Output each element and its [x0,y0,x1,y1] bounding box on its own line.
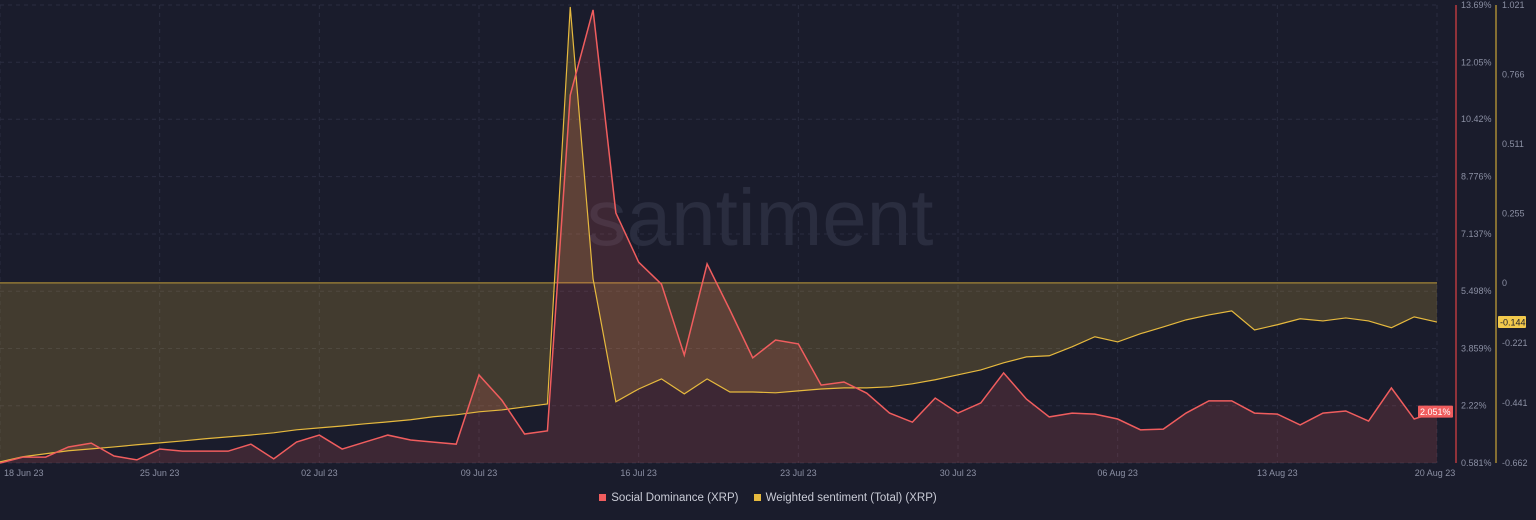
legend-label: Weighted sentiment (Total) (XRP) [765,492,937,504]
x-tick-label: 23 Jul 23 [780,468,817,478]
social-dominance-line [0,9,1438,464]
sentiment-last-value-badge [1498,316,1526,329]
social-dominance-area [0,9,1437,464]
x-tick-label: 02 Jul 23 [301,468,338,478]
y-tick-label-social-dominance: 12.05% [1461,57,1492,67]
y-tick-label-social-dominance: 3.859% [1461,343,1492,353]
y-tick-label-social-dominance: 8.776% [1461,172,1492,182]
x-tick-label: 09 Jul 23 [461,468,498,478]
y-tick-label-sentiment: 1.021 [1502,0,1525,10]
x-tick-label: 25 Jun 23 [140,468,180,478]
x-tick-label: 06 Aug 23 [1097,468,1138,478]
y-tick-label-sentiment: 0.511 [1502,139,1524,149]
legend-swatch [599,494,607,501]
sentiment-last-value: -0.144 [1500,318,1526,328]
sentiment-area [0,6,1437,462]
x-tick-label: 13 Aug 23 [1257,468,1298,478]
y-tick-label-social-dominance: 7.137% [1461,229,1492,239]
y-tick-label-social-dominance: 13.69% [1461,0,1492,10]
x-tick-label: 16 Jul 23 [620,468,657,478]
watermark: santiment [587,173,934,262]
y-tick-label-sentiment: 0.255 [1502,208,1525,218]
social-dominance-last-value: 2.051% [1420,407,1451,417]
legend-item-social-dominance[interactable]: Social Dominance (XRP) [599,492,738,504]
plot-area [0,6,1438,464]
legend-swatch [753,494,761,501]
legend-item-weighted-sentiment[interactable]: Weighted sentiment (Total) (XRP) [753,492,937,504]
sentiment-line [0,6,1438,463]
y-tick-label-sentiment: -0.221 [1502,338,1528,348]
y-tick-label-sentiment: -0.662 [1502,458,1528,468]
x-tick-label: 20 Aug 23 [1415,468,1456,478]
y-tick-label-social-dominance: 10.42% [1461,114,1492,124]
y-tick-label-sentiment: 0 [1502,278,1507,288]
y-tick-label-social-dominance: 5.498% [1461,286,1492,296]
legend-label: Social Dominance (XRP) [611,492,739,504]
axes: 13.69% 12.05% 10.42% 8.776% 7.137% 5.498% 3.85… [4,0,1528,478]
legend: Social Dominance (XRP) Weighted sentimen… [0,492,1536,504]
y-tick-label-social-dominance: 2.22% [1461,401,1487,411]
y-tick-label-social-dominance: 0.581% [1461,458,1492,468]
x-tick-label: 30 Jul 23 [940,468,977,478]
social-dominance-last-value-badge [1418,405,1453,418]
y-tick-label-sentiment: 0.766 [1502,69,1525,79]
x-tick-label: 18 Jun 23 [4,468,44,478]
y-tick-label-sentiment: -0.441 [1502,398,1528,408]
